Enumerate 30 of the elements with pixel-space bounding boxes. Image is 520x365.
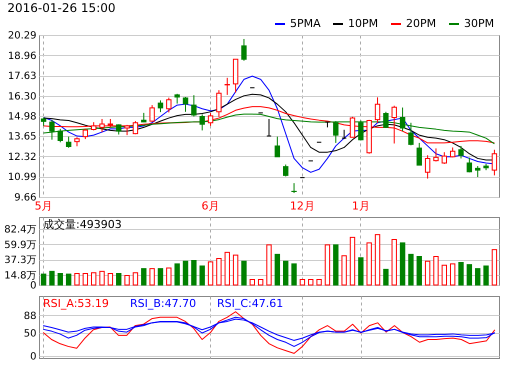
legend-label: 30PM — [464, 17, 494, 30]
y-tick-label: 82.4万 — [4, 224, 36, 236]
y-tick-label: 88 — [24, 310, 36, 322]
series-label: RSI_B:47.70 — [130, 297, 196, 310]
y-tick-label: 0 — [30, 280, 36, 292]
y-tick-label: 59.9万 — [4, 240, 36, 251]
y-tick-label: 17.63 — [8, 71, 36, 82]
y-tick-label: 18.96 — [8, 50, 36, 62]
x-tick-label: 1月 — [352, 200, 370, 212]
x-tick-label: 6月 — [202, 200, 220, 212]
y-tick-label: 37.3万 — [4, 255, 36, 266]
chart-subtitle: 成交量:493903 — [43, 218, 122, 231]
y-tick-label: 14.8万 — [4, 270, 36, 282]
x-tick-label: 12月 — [290, 200, 315, 212]
legend-label: 20PM — [406, 17, 436, 30]
legend-label: 5PMA — [290, 17, 322, 30]
legend-label: 10PM — [348, 17, 378, 30]
y-tick-label: 16.30 — [8, 91, 36, 102]
x-tick-label: 5月 — [34, 200, 53, 212]
y-tick-label: 13.65 — [8, 132, 36, 143]
y-tick-label: 50 — [24, 328, 36, 340]
chart-title: 2016-01-26 15:00 — [7, 1, 116, 15]
y-tick-label: 12.32 — [8, 152, 36, 163]
series-label: RSI_A:53.19 — [43, 297, 109, 310]
series-label: RSI_C:47.61 — [217, 297, 284, 310]
y-tick-label: 9.66 — [14, 192, 36, 204]
y-tick-label: 10.99 — [8, 172, 36, 184]
y-tick-label: 14.98 — [8, 111, 36, 122]
y-tick-label: 20.29 — [8, 30, 36, 42]
y-tick-label: 0 — [30, 352, 36, 363]
